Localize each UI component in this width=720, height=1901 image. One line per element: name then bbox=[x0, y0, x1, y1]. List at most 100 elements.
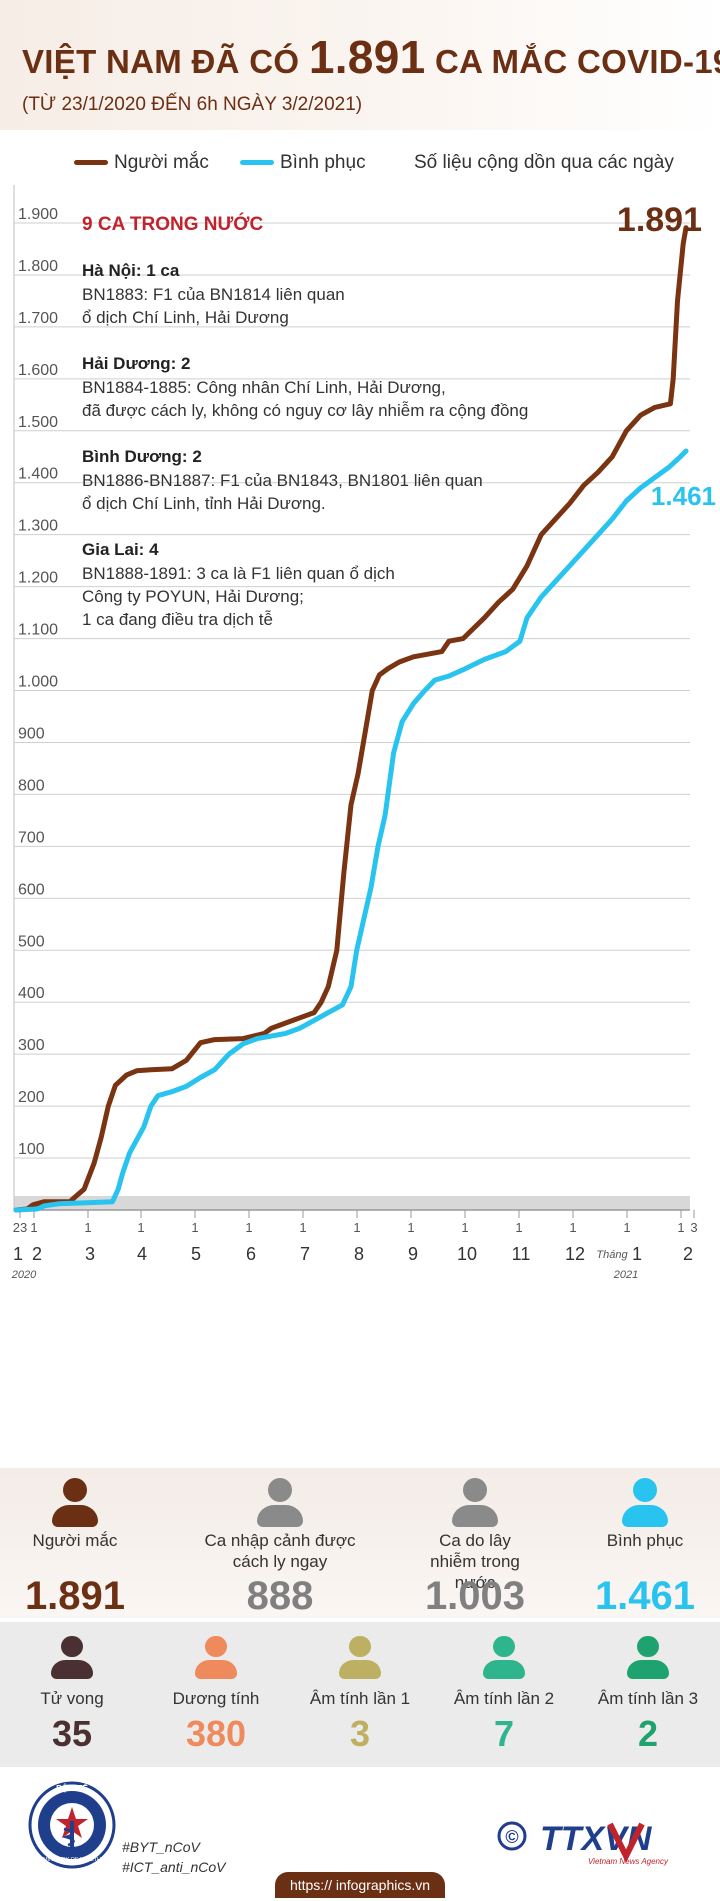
x-tick-month-label: 2 bbox=[683, 1244, 693, 1264]
y-tick-label: 700 bbox=[18, 829, 45, 846]
x-year-2021: 2021 bbox=[613, 1269, 638, 1281]
main-stat: Người mắc 1.891 bbox=[10, 1478, 140, 1618]
annotation-block-line: 1 ca đang điều tra dịch tễ bbox=[82, 610, 273, 629]
ministry-logo-top-text: BỘ Y TẾ bbox=[56, 1783, 88, 1793]
end-label-cases: 1.891 bbox=[617, 201, 702, 239]
hashtag-ict[interactable]: #ICT_anti_nCoV bbox=[122, 1859, 226, 1875]
secondary-stat-label: Tử vong bbox=[40, 1689, 104, 1708]
footer-graphics: BỘ Y TẾ MINISTRY OF HEALTH © TTXVN Vietn… bbox=[28, 1781, 669, 1869]
annotation-block-line: BN1886-BN1887: F1 của BN1843, BN1801 liê… bbox=[82, 471, 483, 490]
x-tick-month-label: 4 bbox=[137, 1244, 147, 1264]
y-tick-label: 600 bbox=[18, 881, 45, 898]
chart-grid bbox=[13, 185, 690, 1210]
agency-name-text: Vietnam News Agency bbox=[588, 1857, 669, 1866]
person-icon bbox=[337, 1636, 383, 1682]
legend-recovered-swatch bbox=[240, 160, 274, 166]
chart-series bbox=[13, 225, 689, 1213]
secondary-stat-label: Âm tính lần 1 bbox=[309, 1689, 411, 1708]
y-axis-labels: 100 200 300 400 500 600 700 800 900 1.000 1.100 1.2… bbox=[18, 206, 58, 1158]
secondary-stat: Âm tính lần 1 3 bbox=[288, 1636, 432, 1755]
main-stat-label: Ca do lây nhiễm trong nước bbox=[430, 1531, 520, 1592]
x-tick-month-label: 8 bbox=[354, 1244, 364, 1264]
series-line-recovered bbox=[13, 448, 689, 1213]
x-tick-day-label: 1 bbox=[84, 1220, 91, 1235]
person-icon bbox=[625, 1636, 671, 1682]
x-tick-day-label: 1 bbox=[191, 1220, 198, 1235]
ministry-of-health-logo: BỘ Y TẾ MINISTRY OF HEALTH bbox=[28, 1781, 116, 1869]
x-tick-day-label: 1 bbox=[407, 1220, 414, 1235]
secondary-stat-value: 7 bbox=[493, 1713, 515, 1754]
person-icon bbox=[193, 1636, 239, 1682]
website-link[interactable]: https:// infographics.vn bbox=[275, 1872, 445, 1898]
hashtag-byt[interactable]: #BYT_nCoV bbox=[122, 1839, 200, 1855]
person-icon bbox=[49, 1478, 101, 1530]
annotation-heading: 9 CA TRONG NƯỚC bbox=[82, 213, 263, 235]
series-line-cases bbox=[13, 225, 689, 1213]
x-tick-month-label: 5 bbox=[191, 1244, 201, 1264]
legend-note: Số liệu cộng dồn qua các ngày bbox=[414, 152, 674, 173]
main-stat-value: 888 bbox=[246, 1574, 314, 1618]
secondary-stat-label: Dương tính bbox=[172, 1689, 260, 1708]
secondary-stat-value: 35 bbox=[51, 1713, 93, 1754]
secondary-stat-value: 2 bbox=[637, 1713, 659, 1754]
x-tick-day-label: 1 bbox=[623, 1220, 630, 1235]
legend-cases: Người mắc bbox=[74, 152, 209, 176]
y-tick-label: 1.100 bbox=[18, 622, 58, 639]
main-stat-label: Bình phục bbox=[606, 1531, 684, 1550]
secondary-stat-label: Âm tính lần 3 bbox=[597, 1689, 699, 1708]
baseline-band bbox=[14, 1196, 690, 1210]
x-tick-day-label: 1 bbox=[353, 1220, 360, 1235]
main-stat-value: 1.003 bbox=[424, 1574, 526, 1618]
page-title: VIỆT NAM ĐÃ CÓ 1.891 CA MẮC COVID-19 bbox=[22, 30, 720, 84]
y-tick-label: 1.300 bbox=[18, 518, 58, 535]
y-tick-label: 1.500 bbox=[18, 414, 58, 431]
annotation-block-title: Hà Nội: 1 ca bbox=[82, 261, 180, 280]
y-tick-label: 1.200 bbox=[18, 570, 58, 587]
annotation-block-title: Hải Dương: 2 bbox=[82, 354, 190, 373]
secondary-stat: Dương tính 380 bbox=[144, 1636, 288, 1755]
x-tick-day-label: 1 bbox=[515, 1220, 522, 1235]
x-tick-day-label: 1 bbox=[461, 1220, 468, 1235]
x-tick-month-label: 2 bbox=[32, 1244, 42, 1264]
legend-cases-label: Người mắc bbox=[114, 152, 209, 173]
x-year-2020: 2020 bbox=[11, 1269, 37, 1281]
copyright-icon: © bbox=[505, 1827, 518, 1847]
main-stat-label: Ca nhập cảnh được cách ly ngay bbox=[204, 1531, 356, 1571]
y-tick-label: 1.700 bbox=[18, 310, 58, 327]
x-tick-month-label: 9 bbox=[408, 1244, 418, 1264]
main-stat: Bình phục 1.461 bbox=[570, 1478, 720, 1618]
secondary-stat: Tử vong 35 bbox=[0, 1636, 144, 1755]
person-icon bbox=[254, 1478, 306, 1530]
hashtags: #BYT_nCoV #ICT_anti_nCoV bbox=[122, 1837, 226, 1877]
title-number: 1.891 bbox=[308, 31, 426, 83]
person-icon bbox=[619, 1478, 671, 1530]
title-prefix: VIỆT NAM ĐÃ CÓ bbox=[22, 43, 300, 80]
y-tick-label: 500 bbox=[18, 933, 45, 950]
secondary-stat: Âm tính lần 2 7 bbox=[432, 1636, 576, 1755]
page-subtitle: (TỪ 23/1/2020 ĐẾN 6h NGÀY 3/2/2021) bbox=[22, 94, 363, 115]
x-tick-day-label: 23 bbox=[13, 1220, 27, 1235]
secondary-stat-label: Âm tính lần 2 bbox=[453, 1689, 555, 1708]
main-stat: Ca nhập cảnh được cách ly ngay 888 bbox=[180, 1478, 380, 1618]
y-tick-label: 400 bbox=[18, 985, 45, 1002]
annotation-block-line: Công ty POYUN, Hải Dương; bbox=[82, 587, 304, 606]
secondary-stat-value: 3 bbox=[349, 1713, 371, 1754]
annotation-block-line: BN1888-1891: 3 ca là F1 liên quan ổ dịch bbox=[82, 564, 395, 583]
x-tick-month-label: 3 bbox=[85, 1244, 95, 1264]
y-tick-label: 1.000 bbox=[18, 674, 58, 691]
x-month-word: Tháng bbox=[596, 1249, 628, 1261]
y-tick-label: 800 bbox=[18, 777, 45, 794]
x-tick-day-label: 1 bbox=[299, 1220, 306, 1235]
y-tick-label: 900 bbox=[18, 725, 45, 742]
x-tick-day-label: 1 bbox=[569, 1220, 576, 1235]
y-tick-label: 200 bbox=[18, 1089, 45, 1106]
secondary-stat-value: 380 bbox=[185, 1713, 247, 1754]
cumulative-cases-chart: 100 200 300 400 500 600 700 800 900 1.000 1.100 1.2… bbox=[11, 185, 716, 1281]
x-tick-day-label: 1 bbox=[30, 1220, 37, 1235]
x-tick-day-label: 3 bbox=[690, 1220, 697, 1235]
annotation-block-title: Bình Dương: 2 bbox=[82, 447, 202, 466]
x-tick-month-label: 1 bbox=[632, 1244, 642, 1264]
secondary-stat: Âm tính lần 3 2 bbox=[576, 1636, 720, 1755]
ministry-logo-bottom-text: MINISTRY OF HEALTH bbox=[43, 1857, 101, 1863]
